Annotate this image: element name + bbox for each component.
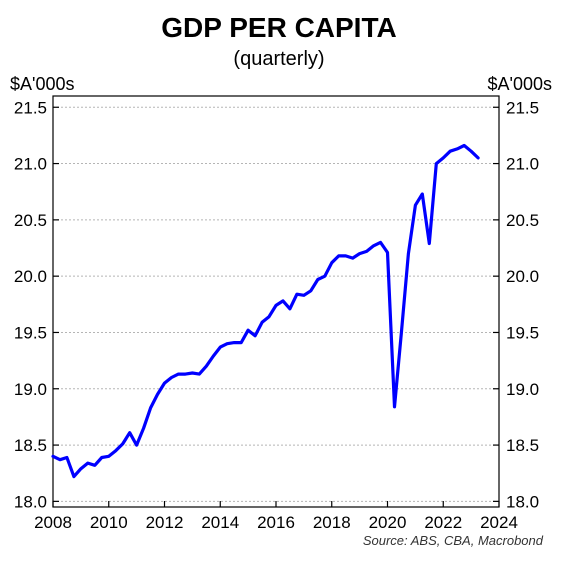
y-tick-label-left: 19.0 bbox=[14, 380, 47, 399]
y-tick-label-right: 21.5 bbox=[506, 98, 539, 117]
y-tick-label-right: 18.5 bbox=[506, 436, 539, 455]
y-tick-label-right: 20.0 bbox=[506, 267, 539, 286]
x-tick-label: 2020 bbox=[369, 513, 407, 532]
chart-title: GDP PER CAPITA bbox=[161, 12, 396, 43]
x-tick-label: 2012 bbox=[146, 513, 184, 532]
x-tick-label: 2024 bbox=[480, 513, 518, 532]
y-tick-label-left: 18.5 bbox=[14, 436, 47, 455]
x-tick-label: 2008 bbox=[34, 513, 72, 532]
x-tick-label: 2016 bbox=[257, 513, 295, 532]
y-tick-label-right: 18.0 bbox=[506, 492, 539, 511]
x-tick-label: 2022 bbox=[424, 513, 462, 532]
y-tick-label-left: 19.5 bbox=[14, 323, 47, 342]
axis-tick-labels: 18.0 18.0 18.5 18.5 19.0 19.0 19.5 19.5 20.0 20.0… bbox=[14, 98, 539, 532]
y-tick-label-right: 21.0 bbox=[506, 155, 539, 174]
y-tick-label-left: 20.5 bbox=[14, 211, 47, 230]
x-tick-label: 2014 bbox=[201, 513, 239, 532]
x-tick-label: 2018 bbox=[313, 513, 351, 532]
axis-ticks bbox=[52, 106, 500, 507]
chart-subtitle: (quarterly) bbox=[233, 48, 324, 70]
y-tick-label-right: 19.0 bbox=[506, 380, 539, 399]
y-tick-label-left: 21.5 bbox=[14, 98, 47, 117]
y-tick-label-left: 21.0 bbox=[14, 155, 47, 174]
y-tick-label-left: 20.0 bbox=[14, 267, 47, 286]
y-tick-label-right: 19.5 bbox=[506, 323, 539, 342]
y-tick-label-right: 20.5 bbox=[506, 211, 539, 230]
x-tick-label: 2010 bbox=[90, 513, 128, 532]
series-line-gdp-per-capita bbox=[51, 143, 480, 479]
source-note: Source: ABS, CBA, Macrobond bbox=[363, 533, 544, 548]
y-tick-label-left: 18.0 bbox=[14, 492, 47, 511]
series-layer bbox=[51, 143, 480, 479]
y-axis-unit-right: $A'000s bbox=[488, 74, 553, 94]
y-axis-unit-left: $A'000s bbox=[10, 74, 75, 94]
